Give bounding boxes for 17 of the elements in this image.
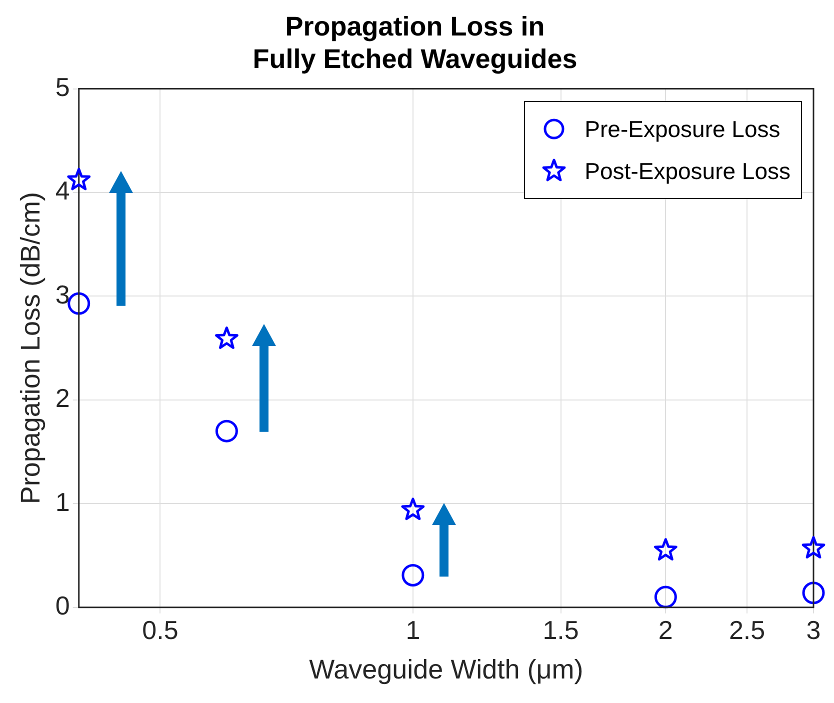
y-tick-label: 5: [55, 72, 70, 102]
x-axis-title: Waveguide Width (μm): [309, 654, 584, 684]
y-axis-title: Propagation Loss (dB/cm): [16, 192, 46, 504]
x-tick-label: 3: [806, 615, 821, 646]
legend-label: Pre-Exposure Loss: [584, 114, 780, 144]
legend-label: Post-Exposure Loss: [584, 156, 790, 186]
y-tick-label: 4: [55, 176, 70, 206]
x-tick-label: 2: [658, 615, 673, 646]
x-tick-label: 0.5: [142, 615, 178, 646]
x-tick-label: 1.5: [542, 615, 579, 646]
y-tick-label: 3: [55, 279, 70, 310]
y-tick-label: 0: [55, 590, 70, 621]
y-tick-label: 2: [55, 383, 70, 414]
chart-title: Propagation Loss in Fully Etched Waveguides: [252, 12, 578, 74]
x-tick-label: 2.5: [728, 615, 766, 646]
y-tick-label: 1: [55, 486, 70, 517]
x-tick-label: 1: [406, 615, 420, 646]
